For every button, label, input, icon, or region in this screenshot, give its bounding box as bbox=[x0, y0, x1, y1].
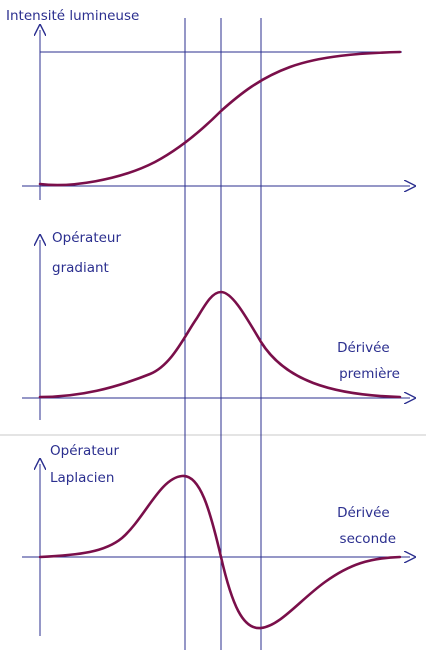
intensity-label: Intensité lumineuse bbox=[6, 8, 139, 24]
second-derivative-label: Dérivée seconde bbox=[337, 505, 396, 547]
laplacian-label: Opérateur Laplacien bbox=[50, 443, 123, 486]
laplacian-curve bbox=[38, 474, 402, 630]
intensity-curve bbox=[38, 50, 402, 187]
gradient-label: Opérateur gradiant bbox=[52, 230, 125, 276]
gradient-curve bbox=[38, 290, 402, 399]
first-derivative-label: Dérivée première bbox=[337, 340, 400, 382]
